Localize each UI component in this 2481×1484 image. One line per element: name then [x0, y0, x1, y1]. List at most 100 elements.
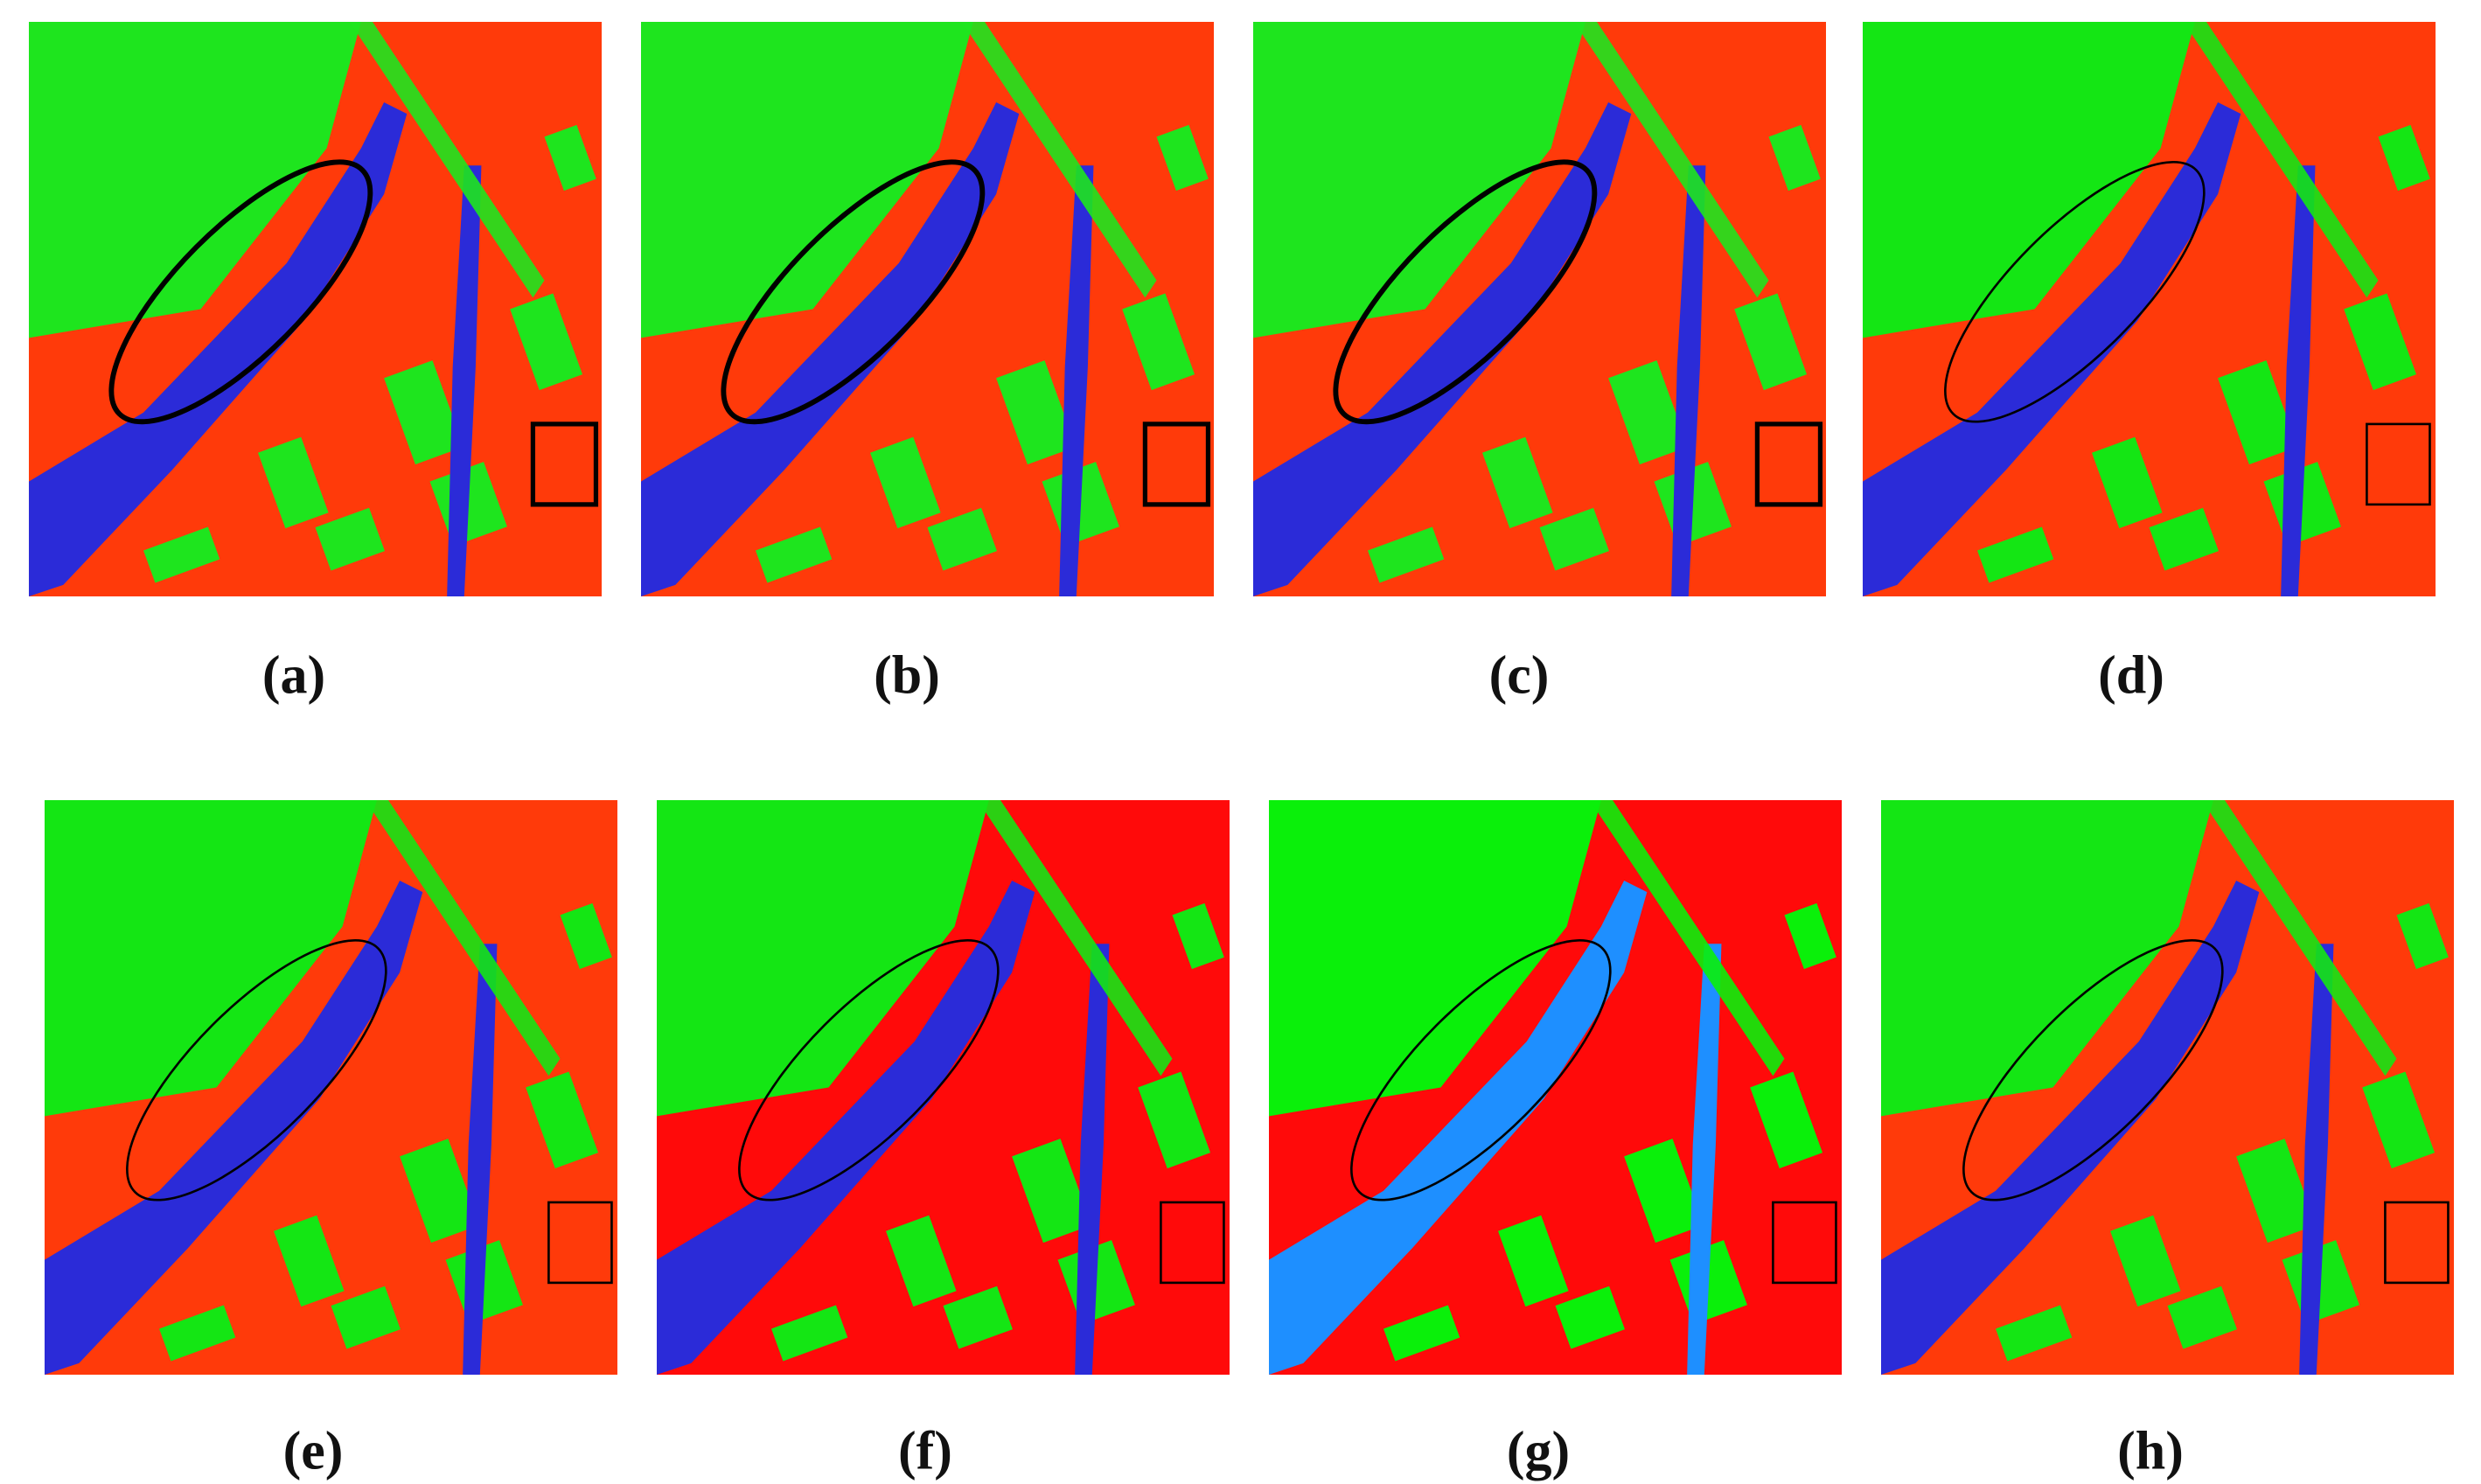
vegetation-patch: [756, 526, 833, 583]
classification-map: [29, 22, 602, 596]
highlight-box: [1772, 1201, 1837, 1285]
vegetation-patch: [2344, 293, 2417, 391]
stream: [447, 165, 482, 596]
vegetation-patch: [400, 1139, 480, 1244]
highlight-ellipse: [1333, 159, 1598, 425]
vegetation-patch: [1768, 124, 1821, 192]
highlight-ellipse: [108, 159, 373, 425]
vegetation-patch: [2218, 360, 2298, 465]
vegetation-patch: [384, 360, 464, 465]
vegetation-patch: [1608, 360, 1689, 465]
road: [365, 800, 561, 1076]
vegetation-patch: [1172, 902, 1224, 970]
river: [45, 880, 423, 1375]
vegetation-patch: [1977, 526, 2054, 583]
river: [657, 880, 1035, 1375]
classification-map: [1253, 22, 1826, 596]
highlight-ellipse: [1350, 939, 1612, 1202]
highlight-box: [1160, 1201, 1225, 1285]
vegetation-patch: [526, 1071, 599, 1169]
road: [2183, 22, 2379, 298]
vegetation-patch: [1734, 293, 1808, 391]
vegetation-patch: [274, 1215, 345, 1307]
vegetation-patch: [869, 436, 941, 529]
highlight-ellipse: [721, 159, 986, 425]
river: [1881, 880, 2260, 1375]
stream: [1687, 944, 1722, 1375]
vegetation-patch: [544, 124, 596, 192]
highlight-ellipse: [1944, 161, 2206, 423]
road: [349, 22, 545, 298]
vegetation-patch: [996, 360, 1077, 465]
vegetation-patch: [2149, 507, 2219, 571]
vegetation-patch: [1996, 1305, 2073, 1362]
vegetation-patch: [771, 1305, 848, 1362]
vegetation-patch: [2362, 1071, 2436, 1169]
classification-map: [657, 800, 1230, 1375]
vegetation-patch: [1122, 293, 1195, 391]
vegetation-patch: [2378, 124, 2430, 192]
stream: [1059, 165, 1094, 596]
vegetation-patch: [560, 902, 612, 970]
vegetation-patch: [315, 507, 385, 571]
vegetation-patch: [1482, 436, 1553, 529]
panel-label: (e): [282, 1421, 344, 1481]
road: [977, 800, 1173, 1076]
panel-label: (f): [898, 1421, 952, 1481]
vegetation-patch: [927, 507, 997, 571]
river: [641, 101, 1020, 596]
river: [1863, 101, 2241, 596]
panel-label: (b): [874, 645, 940, 706]
vegetation-patch: [258, 436, 329, 529]
vegetation-patch: [1750, 1071, 1823, 1169]
vegetation-patch: [510, 293, 583, 391]
vegetation-patch: [1368, 526, 1445, 583]
road: [2201, 800, 2397, 1076]
vegetation-patch: [1555, 1285, 1625, 1349]
vegetation-patch: [943, 1285, 1013, 1349]
stream: [463, 944, 498, 1375]
vegetation-patch: [1498, 1215, 1569, 1307]
vegetation-patch: [2167, 1285, 2237, 1349]
vegetation-patch: [2092, 436, 2163, 529]
road: [1589, 800, 1785, 1076]
stream: [1671, 165, 1706, 596]
vegetation-patch: [331, 1285, 401, 1349]
vegetation-patch: [2110, 1215, 2181, 1307]
panel-label: (c): [1488, 645, 1550, 706]
classification-map: [1269, 800, 1842, 1375]
river: [1269, 880, 1648, 1375]
highlight-ellipse: [126, 939, 387, 1202]
stream: [2281, 165, 2316, 596]
vegetation-patch: [1156, 124, 1209, 192]
highlight-box: [1142, 422, 1211, 507]
vegetation-patch: [1784, 902, 1836, 970]
panel-label: (a): [261, 645, 326, 706]
vegetation-patch: [1383, 1305, 1460, 1362]
classification-map: [45, 800, 617, 1375]
vegetation-patch: [1138, 1071, 1211, 1169]
highlight-box: [2384, 1201, 2450, 1285]
vegetation-patch: [2236, 1139, 2317, 1244]
highlight-ellipse: [738, 939, 1000, 1202]
road: [1573, 22, 1769, 298]
classification-map: [641, 22, 1214, 596]
river: [1253, 101, 1632, 596]
vegetation-patch: [158, 1305, 236, 1362]
highlight-box: [1754, 422, 1823, 507]
vegetation-patch: [1539, 507, 1609, 571]
vegetation-patch: [885, 1215, 957, 1307]
vegetation-patch: [143, 526, 220, 583]
stream: [2299, 944, 2334, 1375]
road: [961, 22, 1157, 298]
stream: [1075, 944, 1110, 1375]
river: [29, 101, 408, 596]
highlight-box: [547, 1201, 613, 1285]
highlight-box: [2366, 422, 2431, 506]
classification-map: [1881, 800, 2454, 1375]
vegetation-patch: [2396, 902, 2449, 970]
panel-label: (d): [2098, 645, 2164, 706]
vegetation-patch: [1012, 1139, 1092, 1244]
vegetation-patch: [1624, 1139, 1704, 1244]
